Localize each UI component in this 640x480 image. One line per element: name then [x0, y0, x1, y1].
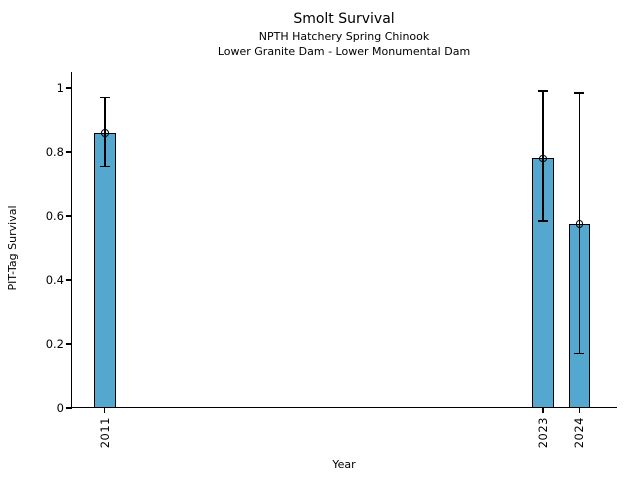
y-tick-label: 0.6 [45, 209, 64, 223]
y-tick-label: 0 [56, 401, 64, 415]
y-tick [66, 151, 71, 153]
data-point-marker [101, 129, 109, 137]
y-tick [66, 87, 71, 89]
y-tick [66, 279, 71, 281]
data-point-marker [575, 220, 584, 228]
y-axis-spine [71, 71, 73, 409]
error-bar-cap-high [574, 92, 585, 94]
error-bar-cap-low [537, 220, 548, 222]
y-axis-label: PIT-Tag Survival [6, 205, 19, 291]
y-tick [66, 407, 71, 409]
error-bar-cap-high [537, 90, 548, 92]
y-tick [66, 215, 71, 217]
error-bar-cap-low [99, 165, 110, 168]
plot-area: 0 0.2 0.4 0.6 0.8 1 2011 2023 2024 [46, 72, 616, 448]
y-tick [66, 343, 71, 345]
x-tick [578, 408, 581, 413]
x-tick-label: 2011 [97, 417, 112, 449]
x-tick-label: 2024 [572, 417, 587, 449]
error-bar-cap-low [574, 352, 585, 355]
y-tick-label: 1 [56, 81, 64, 95]
x-axis-label: Year [332, 458, 356, 471]
x-tick-label: 2023 [535, 417, 550, 449]
chart-subtitle-reach: Lower Granite Dam - Lower Monumental Dam [217, 45, 471, 58]
error-bar-cap-high [99, 96, 110, 99]
x-axis-spine [71, 407, 617, 409]
chart-title: Smolt Survival [293, 11, 395, 27]
y-tick-label: 0.2 [45, 337, 64, 351]
x-tick [542, 408, 544, 413]
x-tick [104, 408, 106, 413]
chart-subtitle-species: NPTH Hatchery Spring Chinook [258, 30, 430, 43]
bar-2011 [93, 132, 116, 408]
y-tick-label: 0.8 [45, 145, 64, 159]
y-tick-label: 0.4 [45, 273, 64, 287]
data-point-marker [539, 154, 547, 163]
